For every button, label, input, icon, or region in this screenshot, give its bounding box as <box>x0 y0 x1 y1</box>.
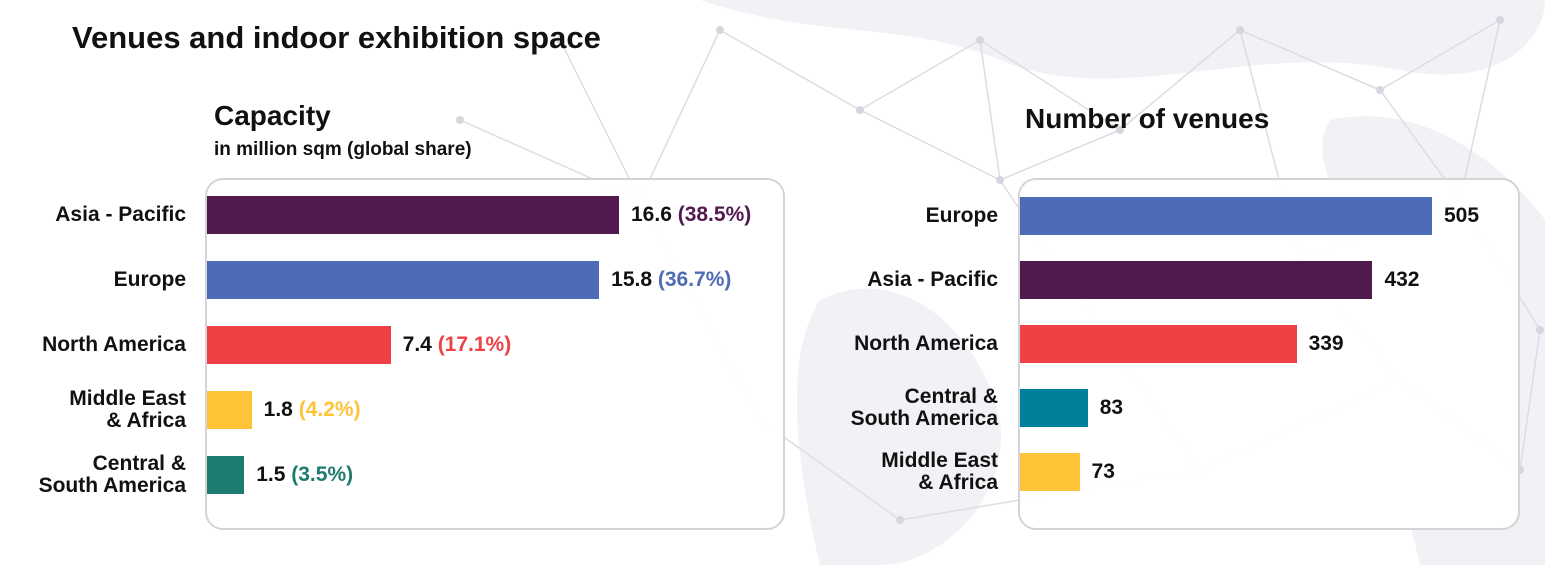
data-label: 1.5 (3.5%) <box>256 463 354 486</box>
category-label: Middle East & Africa <box>69 387 186 432</box>
bar <box>1020 325 1297 363</box>
venues-chart-title: Number of venues <box>1025 103 1270 134</box>
capacity-chart-subtitle: in million sqm (global share) <box>214 139 472 160</box>
data-label: 83 <box>1099 396 1124 419</box>
capacity-chart-title: Capacity <box>214 100 331 131</box>
category-label: Europe <box>113 268 186 291</box>
data-label: 1.8 (4.2%) <box>263 398 361 421</box>
bar <box>1020 197 1432 235</box>
data-label: 339 <box>1308 332 1344 355</box>
bar <box>1020 261 1373 299</box>
data-label: 7.4 (17.1%) <box>402 333 512 356</box>
category-label: Asia - Pacific <box>55 203 186 226</box>
category-label: Central & South America <box>38 452 186 497</box>
data-label: 73 <box>1091 460 1115 483</box>
data-label: 432 <box>1384 268 1420 291</box>
data-label: 16.6 (38.5%) <box>631 203 752 226</box>
share-label: (17.1%) <box>431 333 512 356</box>
share-label: (4.2%) <box>292 398 361 421</box>
bar <box>207 261 600 299</box>
category-label: Asia - Pacific <box>867 268 998 291</box>
share-label: (38.5%) <box>671 203 752 226</box>
bar <box>207 196 619 234</box>
data-label: 15.8 (36.7%) <box>611 268 732 291</box>
category-label: Middle East & Africa <box>881 449 998 494</box>
category-label: North America <box>854 332 998 355</box>
category-label: North America <box>42 333 186 356</box>
category-label: Central & South America <box>850 385 998 430</box>
bar <box>207 391 252 429</box>
bar <box>207 326 391 364</box>
bar <box>1020 389 1088 427</box>
category-label: Europe <box>925 204 998 227</box>
bar <box>1020 453 1080 491</box>
bar <box>207 456 245 494</box>
share-label: (36.7%) <box>652 268 732 291</box>
share-label: (3.5%) <box>285 463 354 486</box>
page-title: Venues and indoor exhibition space <box>72 20 601 55</box>
data-label: 505 <box>1444 204 1480 227</box>
